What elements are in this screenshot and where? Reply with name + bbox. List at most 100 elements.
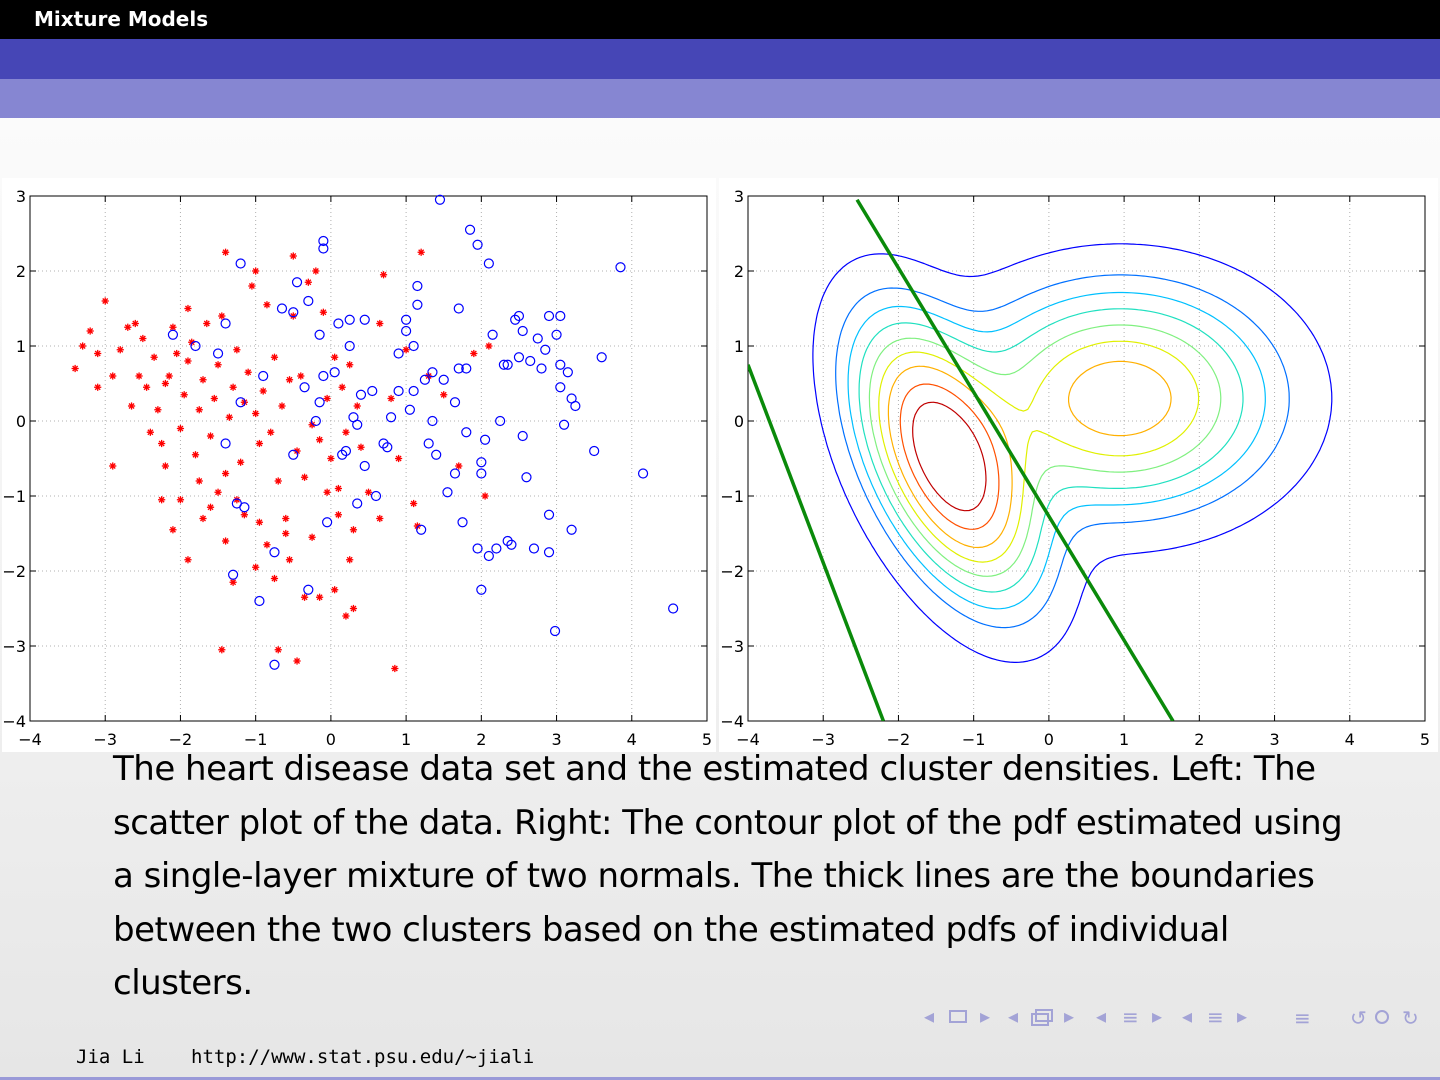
blue-circle-point bbox=[615, 262, 626, 273]
contour-xtick-label: −2 bbox=[887, 730, 911, 749]
footer-author: Jia Li bbox=[76, 1046, 145, 1068]
blue-circle-point bbox=[476, 584, 487, 595]
blue-circle-point bbox=[254, 595, 265, 607]
red-asterisk-point bbox=[285, 556, 294, 564]
red-asterisk-point bbox=[270, 574, 279, 583]
section-next-icon[interactable]: ▸ bbox=[1152, 1004, 1162, 1028]
blue-circle-point bbox=[359, 460, 370, 472]
red-asterisk-point bbox=[233, 346, 241, 354]
frame-icon[interactable] bbox=[949, 1010, 967, 1023]
blue-circle-point bbox=[517, 430, 528, 442]
red-asterisk-point bbox=[195, 406, 203, 414]
blue-circle-point bbox=[367, 385, 378, 397]
blue-circle-point bbox=[540, 344, 551, 355]
blue-circle-point bbox=[528, 543, 540, 554]
scatter-xtick-label: 4 bbox=[627, 730, 637, 749]
subsection-nav[interactable]: ◂ ▸ bbox=[1008, 1004, 1074, 1028]
red-asterisk-point bbox=[270, 353, 279, 361]
blue-circle-point bbox=[457, 517, 468, 528]
red-asterisk-point bbox=[417, 248, 425, 256]
doc-icon[interactable]: ≡ bbox=[1207, 1005, 1224, 1029]
zoom-icon[interactable] bbox=[1375, 1010, 1389, 1024]
doc-nav[interactable]: ◂ ≡ ▸ bbox=[1182, 1004, 1247, 1029]
red-asterisk-point bbox=[169, 323, 177, 331]
red-asterisk-point bbox=[161, 462, 169, 470]
red-asterisk-point bbox=[282, 529, 290, 538]
contour-level-5 bbox=[868, 324, 1222, 577]
red-asterisk-point bbox=[240, 511, 248, 519]
search-icon[interactable]: ↺ bbox=[1350, 1006, 1367, 1030]
red-asterisk-point bbox=[470, 349, 478, 358]
blue-circle-point bbox=[442, 487, 453, 498]
red-asterisk-point bbox=[252, 267, 260, 275]
title-bar: Mixture Models bbox=[0, 0, 1440, 39]
blue-circle-point bbox=[491, 543, 502, 554]
header-band-dark bbox=[0, 39, 1440, 79]
header-band-light bbox=[0, 79, 1440, 118]
section-nav[interactable]: ◂ ≡ ▸ bbox=[1096, 1004, 1162, 1029]
blue-circle-point bbox=[322, 517, 333, 528]
red-asterisk-point bbox=[206, 432, 215, 440]
blue-circle-point bbox=[340, 445, 352, 457]
blue-circle-point bbox=[558, 419, 570, 430]
scatter-xtick-label: 3 bbox=[551, 730, 561, 749]
red-asterisk-point bbox=[79, 342, 87, 350]
blue-circle-point bbox=[337, 449, 348, 460]
blue-circle-point bbox=[479, 434, 491, 445]
frame-next-icon[interactable]: ▸ bbox=[980, 1004, 990, 1028]
blue-circle-point bbox=[483, 258, 494, 269]
red-asterisk-point bbox=[244, 368, 252, 376]
subsection-icon[interactable] bbox=[1031, 1009, 1053, 1026]
red-asterisk-point bbox=[282, 514, 290, 523]
scatter-points bbox=[71, 194, 679, 673]
red-asterisk-point bbox=[364, 488, 373, 496]
red-asterisk-point bbox=[346, 556, 354, 564]
blue-circle-point bbox=[370, 490, 382, 502]
beamer-navigation[interactable]: ◂ ▸ ◂ ▸ ◂ ≡ ▸ ◂ ≡ ▸ ≡ ↺ ↻ bbox=[924, 1003, 1429, 1033]
scatter-plot-panel: −4 −3 −2 −1 0 1 2 3 4 5 3 2 1 0 −1 −2 −3 −4 bbox=[2, 178, 716, 752]
blue-circle-point bbox=[555, 382, 566, 393]
blue-circle-point bbox=[276, 303, 288, 314]
blue-circle-point bbox=[427, 367, 438, 378]
doc-next-icon[interactable]: ▸ bbox=[1237, 1004, 1247, 1028]
cluster-boundary-line-1 bbox=[855, 198, 1175, 721]
red-asterisk-point bbox=[327, 454, 335, 463]
blue-circle-point bbox=[551, 329, 562, 340]
blue-circle-point bbox=[228, 569, 239, 580]
red-asterisk-point bbox=[331, 353, 339, 361]
align-icon[interactable]: ≡ bbox=[1294, 1006, 1311, 1030]
red-asterisk-point bbox=[142, 383, 151, 391]
red-asterisk-point bbox=[285, 376, 294, 384]
frame-prev-icon[interactable]: ◂ bbox=[924, 1004, 934, 1028]
red-asterisk-point bbox=[252, 563, 260, 571]
red-asterisk-point bbox=[334, 511, 343, 519]
red-asterisk-point bbox=[135, 372, 143, 380]
blue-circle-point bbox=[359, 314, 370, 325]
red-asterisk-point bbox=[173, 349, 181, 358]
subsection-prev-icon[interactable]: ◂ bbox=[1008, 1004, 1018, 1028]
blue-circle-point bbox=[408, 385, 419, 397]
doc-prev-icon[interactable]: ◂ bbox=[1182, 1004, 1192, 1028]
red-asterisk-point bbox=[274, 646, 282, 654]
scatter-xtick-label: −4 bbox=[18, 730, 42, 749]
section-prev-icon[interactable]: ◂ bbox=[1096, 1004, 1106, 1028]
blue-circle-point bbox=[412, 280, 423, 292]
red-asterisk-point bbox=[316, 436, 324, 444]
contour-ytick-label: −2 bbox=[720, 562, 744, 581]
red-asterisk-point bbox=[237, 458, 245, 466]
frame-nav[interactable]: ◂ ▸ bbox=[924, 1004, 990, 1028]
blue-circle-point bbox=[487, 329, 498, 340]
section-icon[interactable]: ≡ bbox=[1122, 1005, 1139, 1029]
scatter-xtick-label: 0 bbox=[326, 730, 336, 749]
blue-circle-point bbox=[239, 502, 250, 513]
scatter-ytick-label: 0 bbox=[16, 412, 26, 431]
red-asterisk-point bbox=[259, 387, 267, 395]
subsection-next-icon[interactable]: ▸ bbox=[1064, 1004, 1074, 1028]
blue-circle-point bbox=[314, 329, 325, 340]
blue-circle-point bbox=[423, 438, 434, 449]
blue-circle-point bbox=[596, 352, 607, 363]
red-asterisk-point bbox=[481, 492, 489, 500]
red-asterisk-point bbox=[342, 428, 350, 436]
blue-circle-point bbox=[453, 363, 464, 374]
undo-icon[interactable]: ↻ bbox=[1402, 1006, 1419, 1030]
